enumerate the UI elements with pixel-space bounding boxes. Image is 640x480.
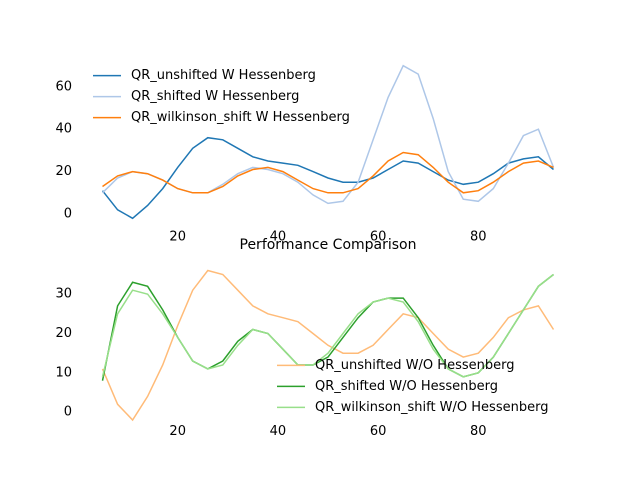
- series-line: [101, 269, 555, 422]
- x-tick-label: 80: [470, 230, 487, 245]
- y-tick-label: 20: [55, 326, 72, 341]
- y-tick-label: 10: [55, 365, 72, 380]
- legend-label: QR_wilkinson_shift W Hessenberg: [131, 110, 350, 125]
- series-line: [102, 151, 554, 194]
- series-line: [101, 273, 554, 378]
- legend-label: QR_unshifted W/O Hessenberg: [315, 358, 514, 373]
- y-tick-label: 40: [55, 122, 72, 137]
- x-tick-label: 20: [169, 230, 186, 245]
- legend-label: QR_shifted W Hessenberg: [131, 89, 299, 104]
- y-tick-label: 0: [64, 405, 72, 420]
- y-tick-label: 20: [55, 164, 72, 179]
- series-line: [101, 64, 555, 205]
- chart-title: Performance Comparison: [240, 237, 417, 253]
- y-tick-label: 60: [55, 79, 72, 94]
- x-tick-label: 40: [270, 230, 287, 245]
- x-tick-label: 80: [470, 424, 487, 439]
- x-tick-label: 60: [370, 424, 387, 439]
- x-tick-label: 60: [370, 230, 387, 245]
- x-tick-label: 40: [270, 424, 287, 439]
- legend-label: QR_unshifted W Hessenberg: [131, 68, 316, 83]
- legend-label: QR_wilkinson_shift W/O Hessenberg: [315, 400, 548, 415]
- series-line: [101, 136, 554, 220]
- y-tick-label: 30: [55, 287, 72, 302]
- legend-label: QR_shifted W/O Hessenberg: [315, 379, 498, 394]
- x-tick-label: 20: [169, 424, 186, 439]
- y-tick-label: 0: [64, 207, 72, 222]
